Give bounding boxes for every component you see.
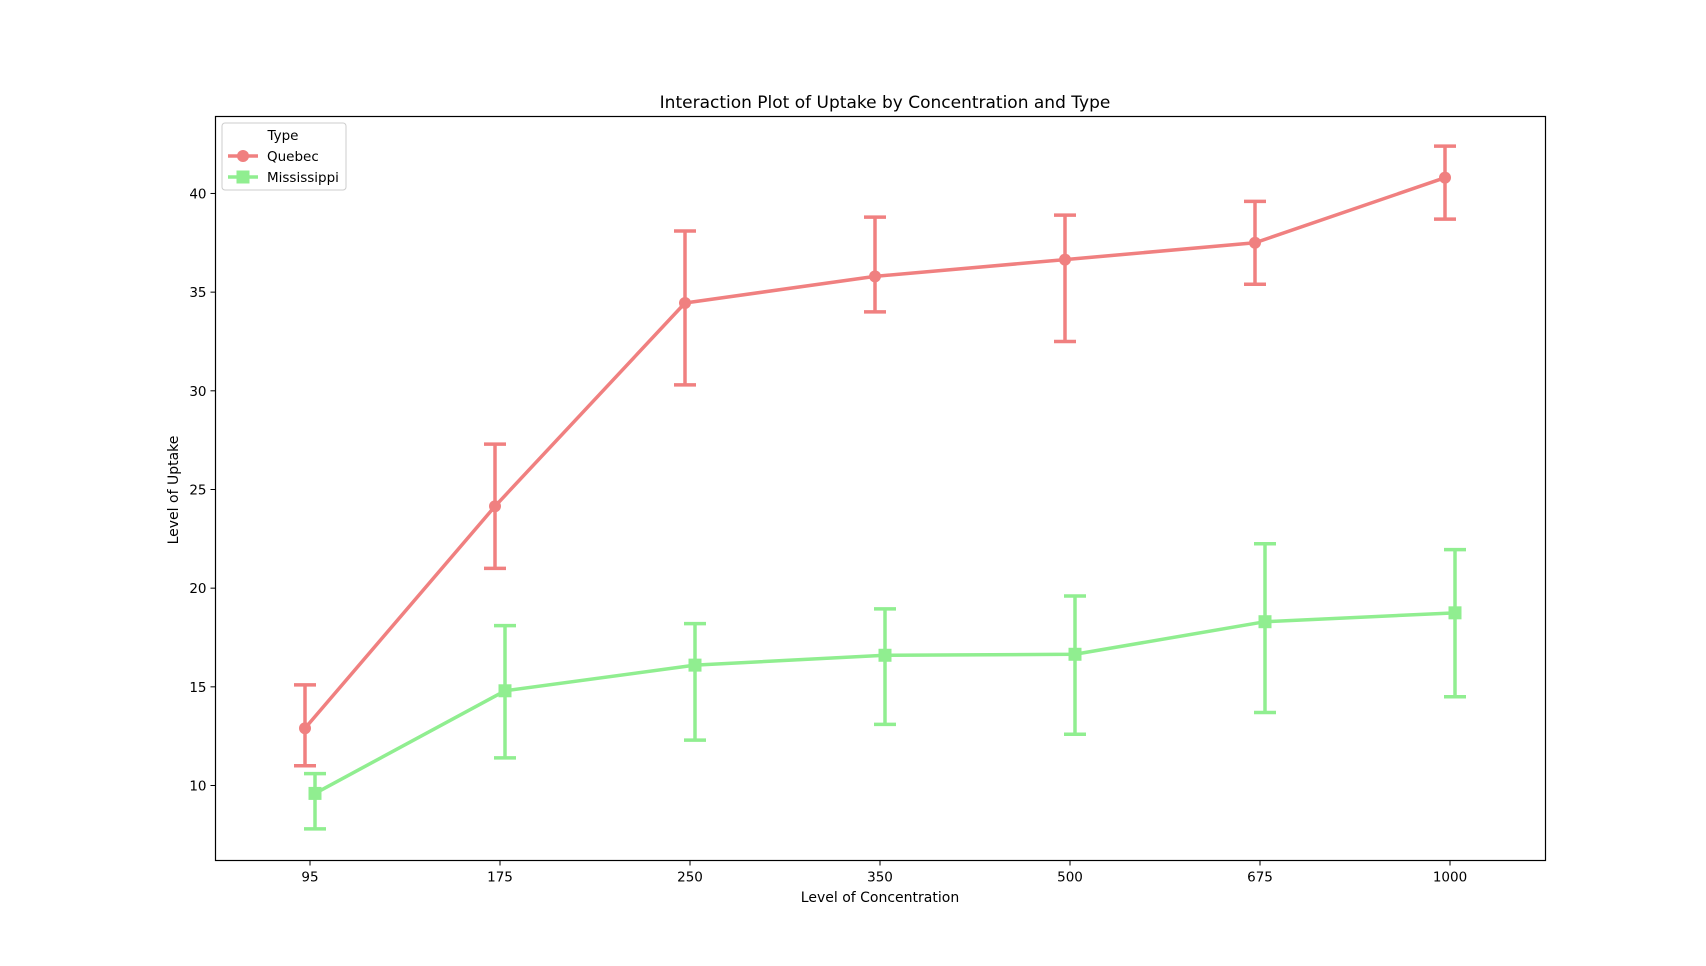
data-point [1439,171,1451,184]
x-axis-label: Level of Concentration [801,890,959,906]
data-point [1068,647,1082,661]
y-tick-label: 30 [189,384,206,400]
y-axis-label: Level of Uptake [166,436,182,545]
legend-entries: Quebec Mississippi [228,149,339,186]
data-point [498,684,512,698]
series-quebec [294,144,1456,768]
chart-title: Interaction Plot of Uptake by Concentrat… [660,93,1111,113]
data-point [489,500,501,513]
x-tick-label: 675 [1247,870,1273,886]
data-point [878,648,892,662]
y-axis: 10 15 20 25 30 35 40 [189,186,216,795]
legend-title: Type [266,128,298,144]
x-axis: 95 175 250 350 500 675 1000 [301,860,1467,886]
x-tick-label: 250 [677,870,703,886]
plot-area [294,144,1466,831]
legend: Type Quebec Mississippi [221,122,347,191]
legend-label: Quebec [267,149,319,165]
legend-label: Mississippi [267,170,339,186]
y-tick-label: 10 [189,779,206,795]
data-point [1448,606,1462,620]
data-point [869,270,881,283]
x-tick-label: 350 [867,870,893,886]
y-tick-label: 40 [189,186,206,202]
legend-box [221,122,347,191]
data-point [688,658,702,672]
data-point [299,722,311,735]
data-point [679,296,691,309]
data-point [1249,236,1261,249]
x-tick-label: 500 [1057,870,1083,886]
y-tick-label: 35 [189,285,206,301]
y-tick-label: 25 [189,482,206,498]
legend-marker [237,150,249,162]
legend-marker [236,170,250,184]
series-mississippi [304,542,1466,831]
data-point [1258,615,1272,629]
y-tick-label: 20 [189,581,206,597]
data-point [1059,253,1071,266]
x-tick-label: 95 [301,870,318,886]
data-point [308,786,322,800]
x-tick-label: 1000 [1433,870,1467,886]
y-tick-label: 15 [189,680,206,696]
x-tick-label: 175 [487,870,513,886]
